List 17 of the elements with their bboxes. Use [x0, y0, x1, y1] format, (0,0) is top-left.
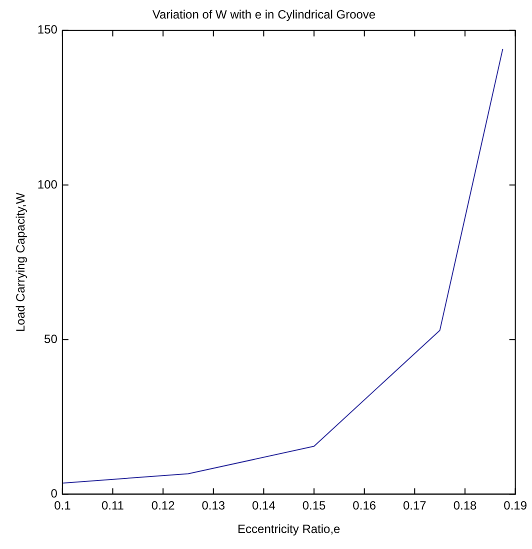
x-tick-label: 0.16 — [352, 498, 376, 513]
x-tick-label: 0.19 — [504, 498, 528, 513]
x-tick-label: 0.11 — [102, 498, 124, 513]
y-axis-title: Load Carrying Capacity,W — [14, 192, 28, 332]
y-tick-label: 50 — [44, 332, 58, 346]
x-tick-label: 0.12 — [151, 498, 176, 513]
x-tick-label: 0.15 — [302, 498, 326, 513]
y-tick-label: 100 — [37, 177, 58, 192]
x-tick-label: 0.13 — [202, 498, 226, 513]
x-axis-title: Eccentricity Ratio,e — [238, 522, 341, 536]
y-tick-label: 0 — [50, 486, 58, 501]
x-tick-label: 0.1 — [54, 498, 72, 513]
x-tick-label: 0.17 — [403, 498, 427, 513]
chart-title: Variation of W with e in Cylindrical Groove — [152, 8, 376, 22]
y-tick-label: 150 — [37, 22, 58, 37]
x-tick-label: 0.14 — [252, 498, 276, 513]
x-tick-label: 0.18 — [453, 498, 477, 513]
